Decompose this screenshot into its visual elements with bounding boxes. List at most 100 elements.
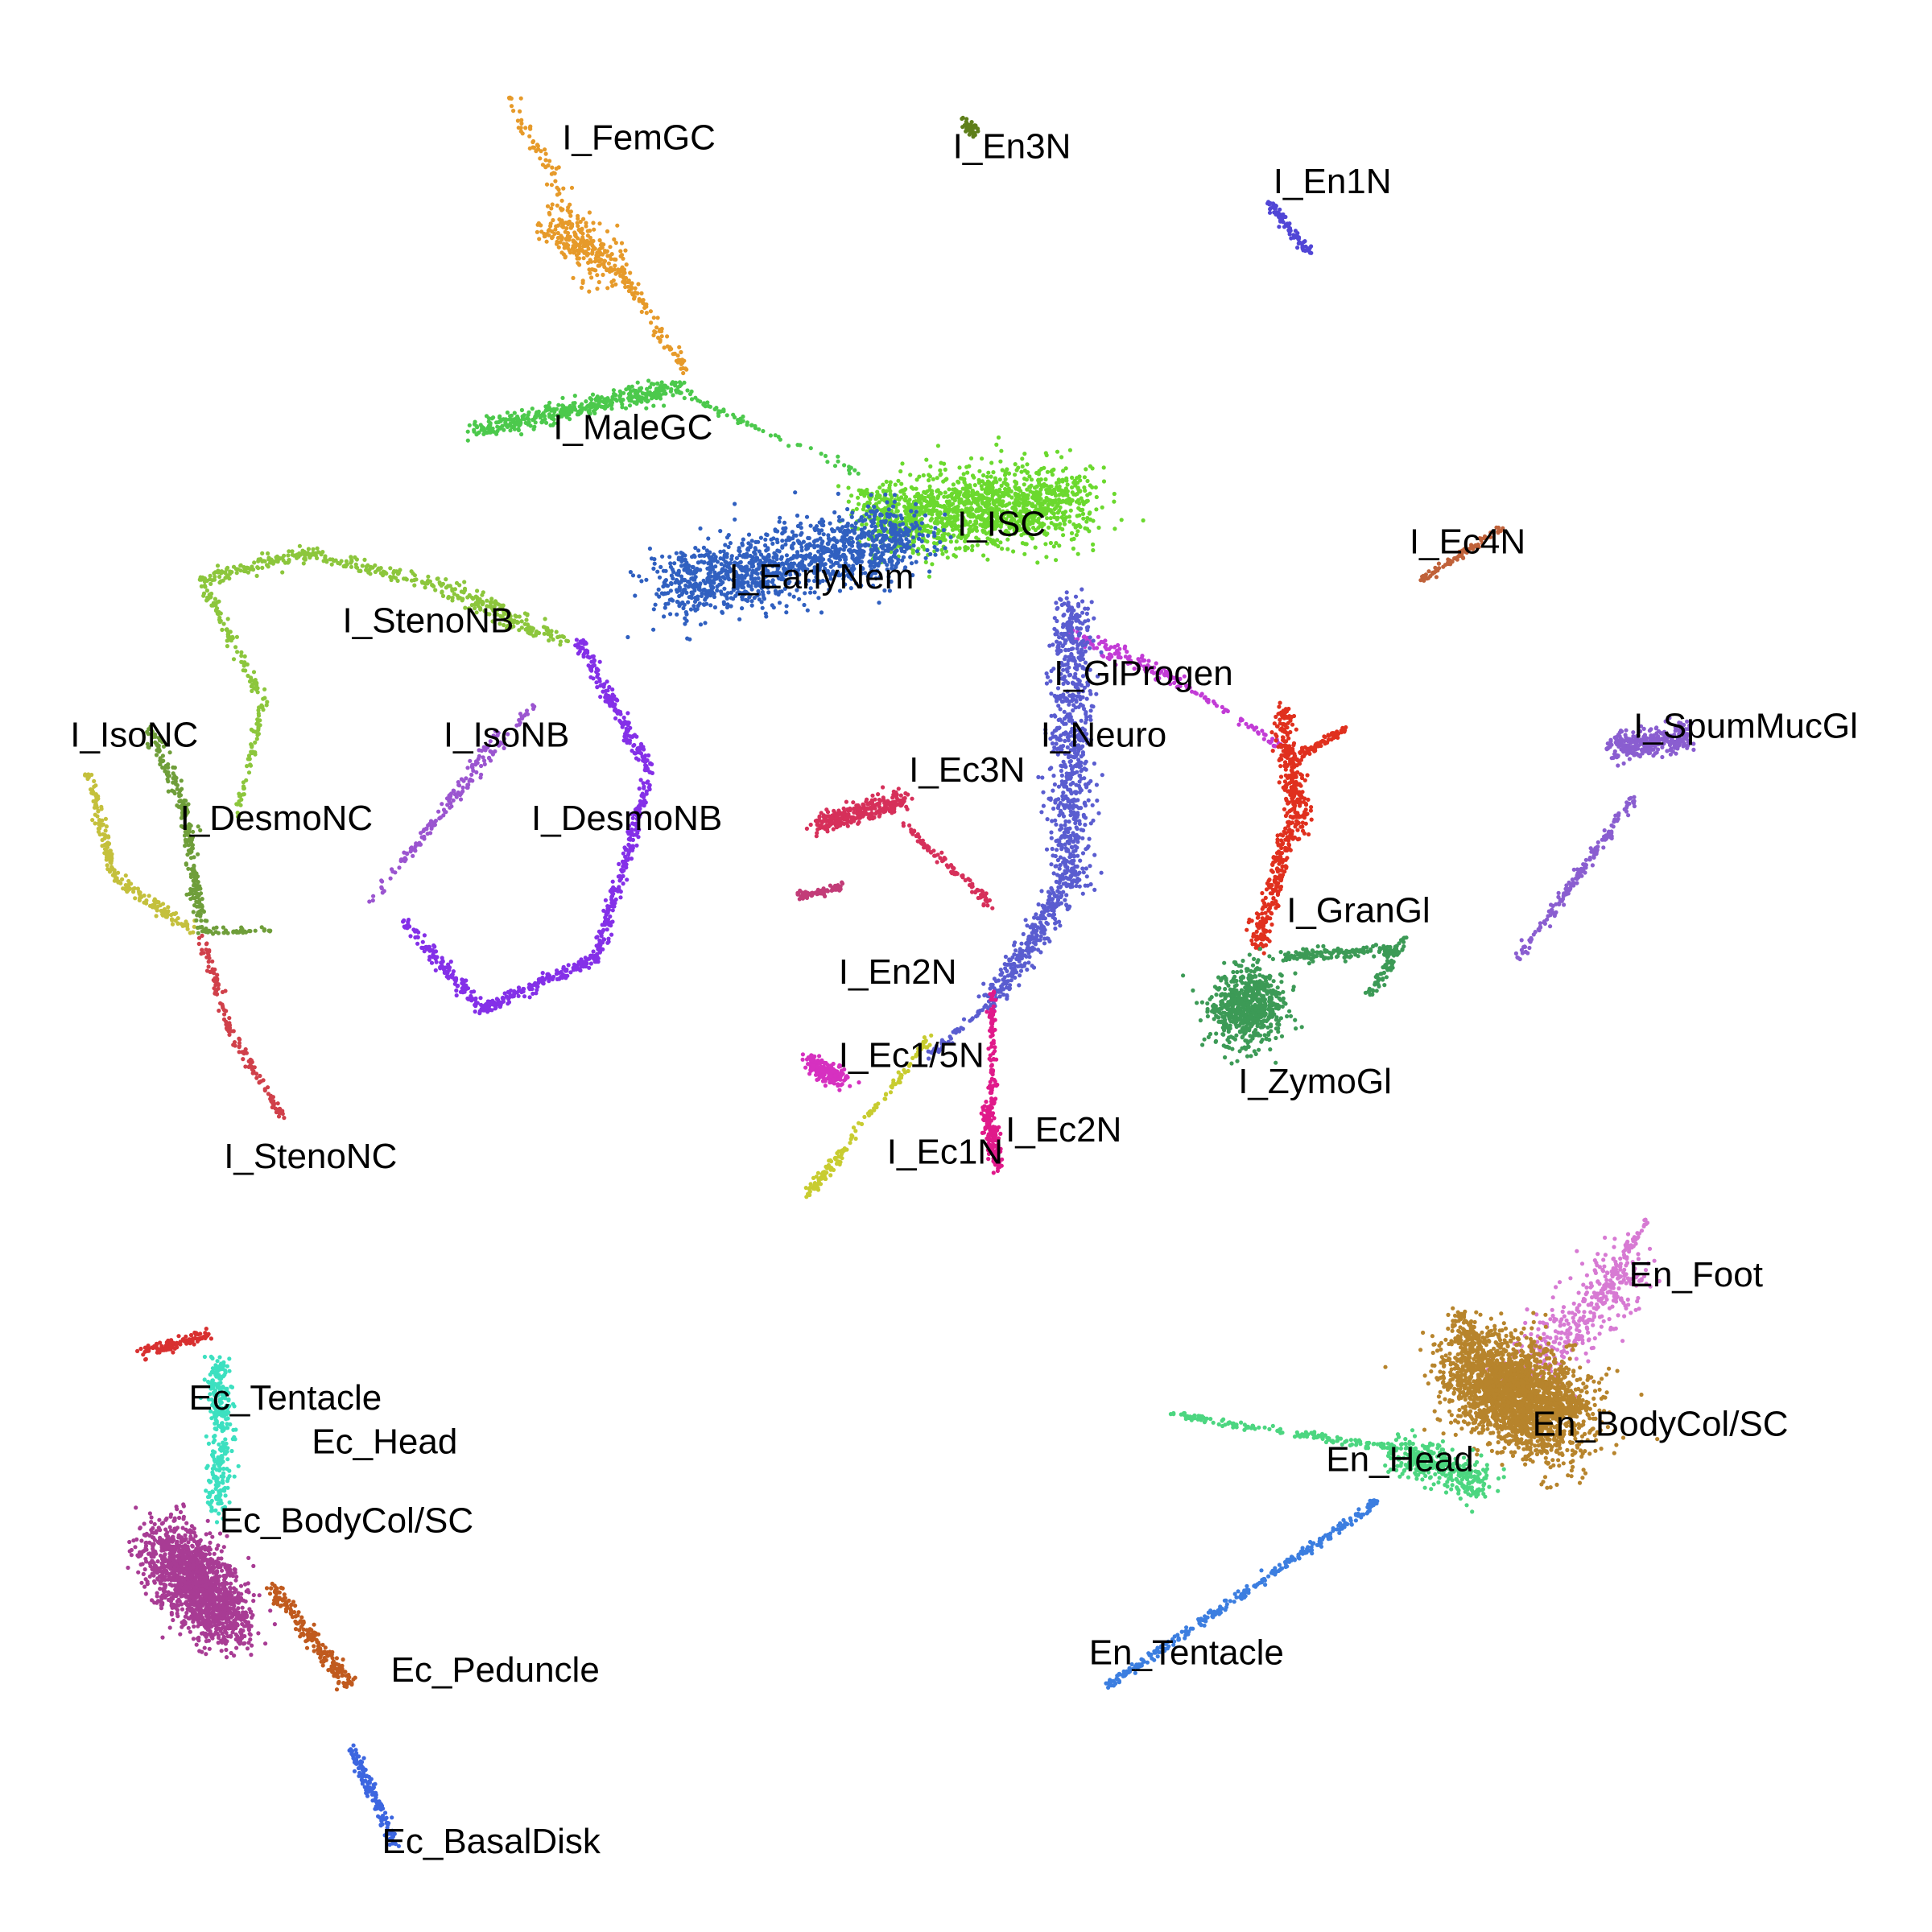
data-point xyxy=(862,526,867,530)
data-point xyxy=(618,249,623,254)
data-point xyxy=(898,533,902,538)
data-point xyxy=(1097,642,1102,646)
data-point xyxy=(669,597,674,602)
data-point xyxy=(290,552,295,557)
data-point xyxy=(716,413,721,419)
data-point xyxy=(561,225,566,229)
data-point xyxy=(971,496,976,501)
data-point xyxy=(655,382,660,386)
data-point xyxy=(349,564,354,569)
data-point xyxy=(724,413,729,418)
data-point xyxy=(922,526,927,530)
data-point xyxy=(919,496,923,501)
data-point xyxy=(486,430,491,435)
data-point xyxy=(519,407,525,413)
data-point xyxy=(644,394,649,399)
data-point xyxy=(1648,750,1653,755)
data-point xyxy=(568,213,573,218)
data-point xyxy=(786,444,791,448)
data-point xyxy=(821,519,826,524)
data-point xyxy=(929,516,934,522)
data-point xyxy=(209,591,214,597)
data-point xyxy=(204,588,209,593)
data-point xyxy=(473,419,477,424)
data-point xyxy=(252,560,257,565)
data-point xyxy=(223,576,228,580)
data-point xyxy=(874,548,879,553)
data-point xyxy=(1046,486,1051,491)
data-point xyxy=(235,650,240,654)
data-point xyxy=(882,520,888,525)
data-point xyxy=(677,586,683,591)
data-point xyxy=(1085,493,1090,497)
data-point xyxy=(743,597,749,602)
data-point xyxy=(552,421,557,426)
data-point xyxy=(601,272,605,277)
data-point xyxy=(793,490,798,495)
data-point xyxy=(559,237,564,242)
data-point xyxy=(599,394,605,400)
data-point xyxy=(720,610,725,615)
data-point xyxy=(253,681,258,686)
data-point xyxy=(720,575,725,580)
data-point xyxy=(1075,529,1080,534)
data-point xyxy=(1061,518,1067,523)
data-point xyxy=(264,703,269,708)
data-point xyxy=(591,409,597,414)
data-point xyxy=(746,541,751,546)
data-point xyxy=(1291,235,1296,240)
data-point xyxy=(1267,210,1273,215)
data-point xyxy=(597,398,602,402)
data-point xyxy=(926,533,931,539)
data-point xyxy=(777,519,782,524)
data-point xyxy=(526,416,530,421)
data-point xyxy=(545,407,551,412)
data-point xyxy=(693,395,698,400)
data-point xyxy=(1082,475,1087,480)
data-point xyxy=(497,414,502,419)
data-point xyxy=(465,438,470,443)
data-point xyxy=(898,469,903,474)
data-point xyxy=(1093,485,1098,490)
data-point xyxy=(849,541,854,547)
data-point xyxy=(651,627,656,632)
data-point xyxy=(259,703,264,708)
data-point xyxy=(376,566,381,571)
data-point xyxy=(550,202,555,207)
data-point xyxy=(847,471,852,476)
data-point xyxy=(242,654,247,659)
data-point xyxy=(446,596,451,601)
data-point xyxy=(560,220,565,225)
data-point xyxy=(1087,511,1092,516)
data-point xyxy=(1268,206,1273,211)
data-point xyxy=(831,544,836,550)
data-point xyxy=(651,332,656,338)
data-point xyxy=(1020,456,1025,461)
data-point xyxy=(1075,551,1080,556)
data-point xyxy=(942,494,947,499)
data-point xyxy=(972,483,977,488)
data-point xyxy=(917,474,922,479)
data-point xyxy=(329,562,334,567)
data-point xyxy=(1028,489,1033,494)
data-point xyxy=(498,425,503,430)
data-point xyxy=(550,234,555,239)
data-point xyxy=(877,601,881,605)
data-point xyxy=(580,402,584,407)
data-point xyxy=(543,151,548,156)
data-point xyxy=(836,484,841,489)
data-point xyxy=(519,118,524,122)
data-point xyxy=(1083,488,1088,493)
data-point xyxy=(677,390,682,395)
data-point xyxy=(1011,549,1016,554)
data-point xyxy=(1085,478,1090,484)
data-point xyxy=(584,405,589,410)
data-point xyxy=(665,344,670,349)
data-point xyxy=(1071,546,1075,551)
data-point xyxy=(1081,516,1086,521)
data-point xyxy=(620,405,625,410)
data-point xyxy=(761,428,766,434)
data-point xyxy=(662,403,667,408)
data-point xyxy=(919,521,924,526)
data-point xyxy=(999,483,1004,489)
